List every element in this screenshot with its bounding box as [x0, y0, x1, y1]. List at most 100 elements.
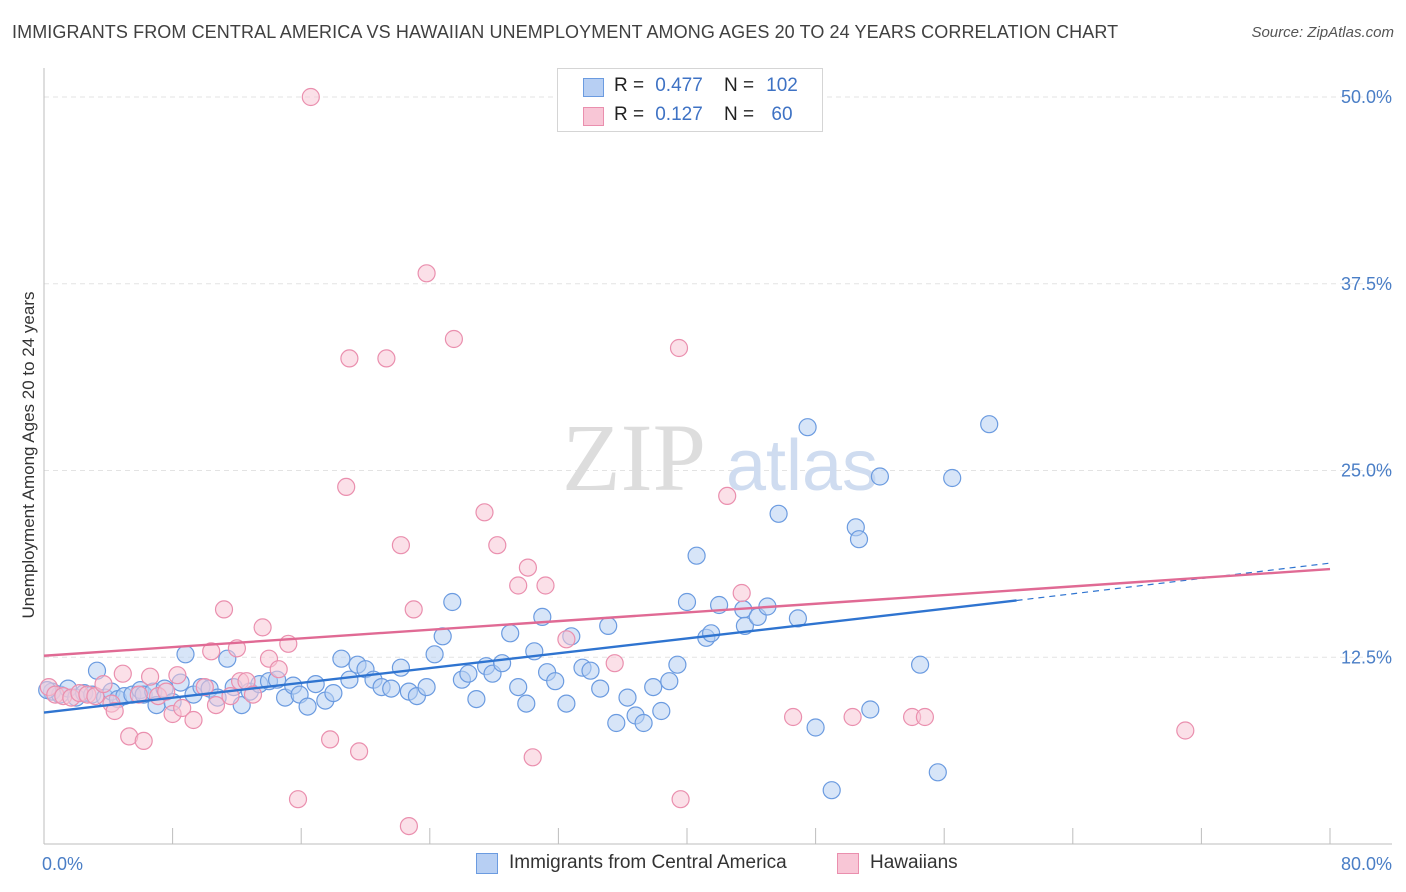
point-hawaiians: [605, 654, 624, 673]
y-tick-label: 25.0%: [1341, 461, 1392, 481]
legend-label-hawaiians: Hawaiians: [870, 852, 958, 873]
stat-swatch-hawaiians: [583, 107, 604, 126]
x-tick-labels: 0.0% 80.0%: [42, 854, 1392, 874]
point-hawaiians: [195, 677, 214, 697]
point-hawaiians: [253, 618, 272, 637]
point-immigrants: [788, 609, 808, 628]
point-immigrants: [298, 697, 317, 716]
point-hawaiians: [417, 264, 436, 283]
point-immigrants: [687, 546, 706, 565]
point-immigrants: [668, 655, 687, 674]
point-hawaiians: [105, 701, 124, 721]
point-hawaiians: [671, 790, 690, 809]
point-immigrants: [557, 694, 576, 713]
point-hawaiians: [157, 682, 176, 701]
watermark-atlas: atlas: [726, 426, 878, 506]
point-hawaiians: [184, 710, 203, 730]
point-hawaiians: [129, 685, 148, 704]
point-immigrants: [644, 677, 663, 697]
stat-n-label: N =: [724, 104, 755, 125]
point-immigrants: [607, 713, 626, 733]
point-immigrants: [591, 679, 610, 698]
point-hawaiians: [243, 685, 263, 704]
point-immigrants: [501, 624, 520, 643]
point-hawaiians: [523, 748, 542, 767]
y-tick-labels: 12.5% 25.0% 37.5% 50.0%: [1341, 87, 1392, 667]
point-hawaiians: [843, 707, 862, 727]
point-immigrants: [546, 672, 565, 691]
point-hawaiians: [134, 731, 153, 751]
correlation-stats-box: R = 0.477 N = 102 R = 0.127 N = 60: [557, 68, 823, 132]
gridlines: [44, 96, 1392, 658]
watermark-zip: ZIP: [562, 404, 706, 511]
point-hawaiians: [337, 477, 356, 496]
point-immigrants: [769, 504, 788, 523]
point-immigrants: [806, 718, 825, 737]
point-immigrants: [861, 700, 880, 719]
point-hawaiians: [321, 730, 340, 749]
point-immigrants: [677, 592, 697, 612]
stat-r-value: 0.127: [655, 104, 703, 125]
point-immigrants: [980, 415, 999, 434]
point-hawaiians: [288, 790, 308, 809]
point-immigrants: [870, 467, 890, 486]
trend-lines: [43, 562, 1331, 714]
point-immigrants: [701, 624, 721, 643]
y-tick-label: 37.5%: [1341, 274, 1392, 294]
legend-swatch-immigrants: [476, 853, 498, 874]
stat-n-label: N =: [724, 75, 755, 96]
point-immigrants: [467, 689, 486, 709]
point-immigrants: [599, 616, 618, 636]
point-hawaiians: [915, 707, 935, 727]
point-immigrants: [618, 688, 637, 707]
point-immigrants: [459, 664, 478, 683]
point-immigrants: [943, 468, 962, 488]
point-hawaiians: [536, 576, 555, 595]
point-hawaiians: [444, 329, 463, 349]
point-hawaiians: [94, 674, 113, 694]
point-immigrants: [391, 658, 410, 677]
point-immigrants: [417, 677, 436, 697]
point-hawaiians: [488, 536, 507, 555]
point-hawaiians: [557, 630, 576, 649]
chart-title: IMMIGRANTS FROM CENTRAL AMERICA VS HAWAI…: [12, 22, 1119, 42]
point-immigrants: [443, 592, 462, 612]
point-immigrants: [340, 670, 359, 689]
point-hawaiians: [509, 576, 528, 595]
point-hawaiians: [173, 698, 192, 718]
stat-r-label: R =: [614, 104, 645, 125]
data-points: [38, 87, 1195, 836]
point-hawaiians: [518, 558, 538, 577]
y-tick-label: 50.0%: [1341, 87, 1392, 107]
point-immigrants: [928, 763, 947, 782]
x-tick-label: 0.0%: [42, 854, 83, 874]
stat-r-value: 0.477: [655, 75, 703, 96]
point-hawaiians: [404, 600, 423, 619]
stat-row-hawaiians: R = 0.127 N = 60: [558, 100, 822, 130]
trend-line-hawaiians: [43, 567, 1331, 657]
point-immigrants: [517, 694, 536, 713]
stat-swatch-immigrants: [583, 78, 604, 97]
stat-n-value: 102: [766, 75, 798, 96]
point-immigrants: [382, 679, 401, 698]
point-hawaiians: [141, 667, 160, 686]
point-immigrants: [332, 649, 351, 668]
point-immigrants: [493, 654, 512, 673]
stat-n-value: 60: [771, 104, 793, 125]
y-tick-label: 12.5%: [1341, 647, 1392, 667]
point-hawaiians: [301, 87, 320, 107]
point-hawaiians: [168, 666, 187, 685]
trend-line-immigrants-extension: [1016, 562, 1331, 602]
legend-label-immigrants: Immigrants from Central America: [509, 852, 787, 873]
point-immigrants: [306, 674, 325, 694]
point-immigrants: [798, 418, 817, 437]
point-hawaiians: [206, 695, 226, 715]
stat-row-immigrants: R = 0.477 N = 102: [558, 71, 822, 101]
source-label: Source: ZipAtlas.com: [1251, 24, 1394, 41]
point-immigrants: [634, 713, 653, 733]
point-hawaiians: [669, 338, 689, 358]
trend-line-immigrants: [43, 599, 1017, 714]
point-immigrants: [849, 530, 869, 549]
